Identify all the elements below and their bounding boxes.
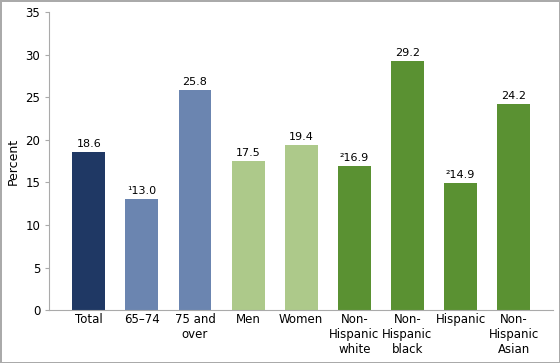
Y-axis label: Percent: Percent: [7, 138, 20, 185]
Bar: [125, 199, 158, 310]
Text: 18.6: 18.6: [76, 139, 101, 149]
Bar: [285, 145, 318, 310]
Text: ²14.9: ²14.9: [446, 170, 475, 180]
Text: 25.8: 25.8: [183, 77, 207, 87]
Bar: [72, 152, 105, 310]
Bar: [391, 61, 424, 310]
Text: ²16.9: ²16.9: [340, 153, 369, 163]
Bar: [179, 90, 212, 310]
Text: 24.2: 24.2: [501, 91, 526, 101]
Text: 19.4: 19.4: [289, 132, 314, 142]
Text: 29.2: 29.2: [395, 48, 420, 58]
Bar: [497, 104, 530, 310]
Bar: [444, 183, 477, 310]
Text: 17.5: 17.5: [236, 148, 260, 158]
Bar: [232, 161, 264, 310]
Bar: [338, 166, 371, 310]
Text: ¹13.0: ¹13.0: [127, 187, 156, 196]
